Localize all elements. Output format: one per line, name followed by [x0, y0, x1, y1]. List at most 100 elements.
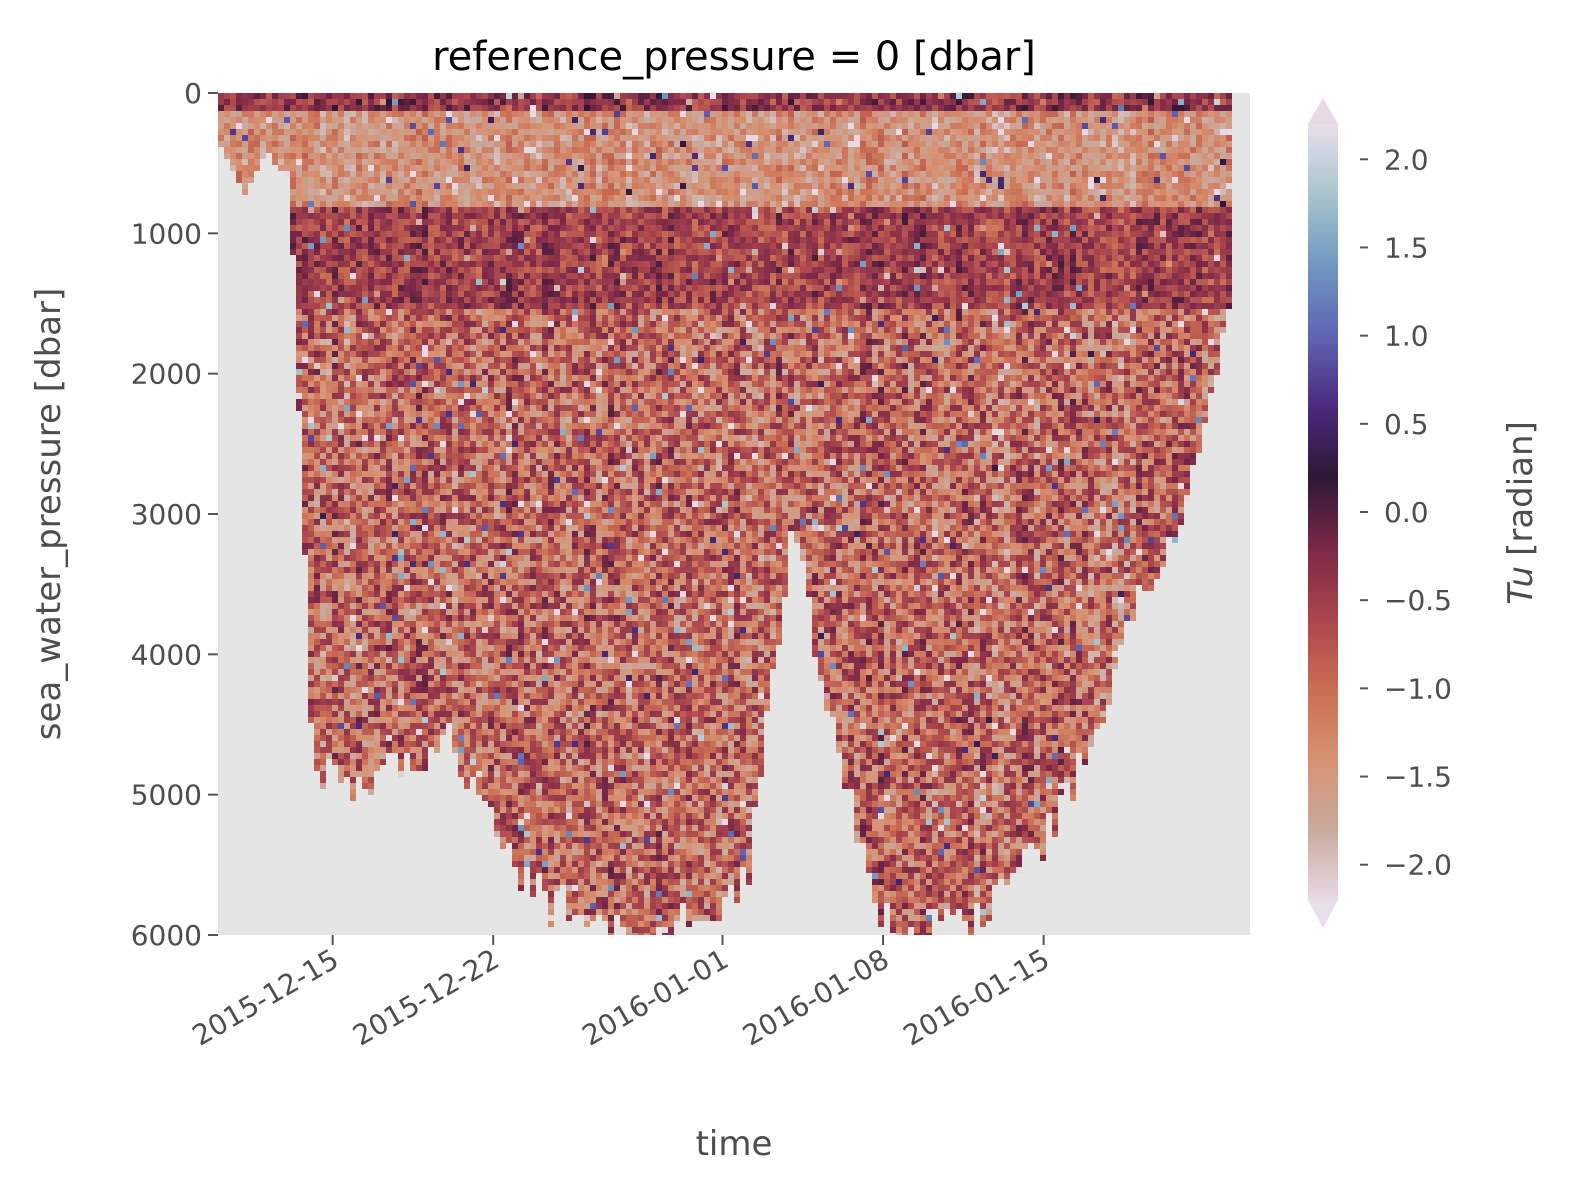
heatmap-cell	[488, 765, 494, 771]
heatmap-cell	[488, 741, 494, 747]
heatmap-cell	[518, 447, 524, 453]
heatmap-cell	[494, 801, 500, 807]
heatmap-cell	[452, 657, 458, 663]
heatmap-cell	[542, 183, 548, 189]
heatmap-cell	[416, 723, 422, 729]
heatmap-cell	[362, 195, 368, 201]
heatmap-cell	[350, 783, 356, 789]
heatmap-cell	[338, 189, 344, 195]
heatmap-cell	[356, 447, 362, 453]
heatmap-cell	[296, 183, 302, 189]
heatmap-cell	[410, 357, 416, 363]
heatmap-cell	[290, 231, 296, 237]
heatmap-cell	[488, 249, 494, 255]
heatmap-cell	[446, 93, 452, 99]
heatmap-cell	[494, 303, 500, 309]
heatmap-cell	[380, 519, 386, 525]
heatmap-cell	[356, 507, 362, 513]
heatmap-cell	[488, 579, 494, 585]
heatmap-cell	[440, 249, 446, 255]
heatmap-cell	[494, 519, 500, 525]
heatmap-cell	[482, 681, 488, 687]
heatmap-cell	[350, 489, 356, 495]
heatmap-cell	[368, 195, 374, 201]
heatmap-cell	[452, 309, 458, 315]
heatmap-cell	[524, 681, 530, 687]
heatmap-cell	[470, 771, 476, 777]
heatmap-cell	[446, 591, 452, 597]
heatmap-cell	[350, 591, 356, 597]
heatmap-cell	[320, 345, 326, 351]
heatmap-cell	[494, 807, 500, 813]
heatmap-cell	[440, 99, 446, 105]
heatmap-cell	[362, 531, 368, 537]
heatmap-cell	[434, 561, 440, 567]
heatmap-cell	[512, 669, 518, 675]
heatmap-cell	[512, 345, 518, 351]
heatmap-cell	[512, 483, 518, 489]
heatmap-cell	[284, 171, 290, 177]
heatmap-cell	[536, 183, 542, 189]
heatmap-cell	[488, 93, 494, 99]
heatmap-cell	[314, 153, 320, 159]
heatmap-cell	[506, 147, 512, 153]
heatmap-cell	[350, 297, 356, 303]
heatmap-cell	[464, 501, 470, 507]
heatmap-cell	[500, 405, 506, 411]
heatmap-cell	[446, 585, 452, 591]
heatmap-cell	[518, 489, 524, 495]
heatmap-cell	[314, 315, 320, 321]
heatmap-cell	[308, 549, 314, 555]
heatmap-cell	[398, 267, 404, 273]
heatmap-cell	[368, 225, 374, 231]
heatmap-cell	[434, 441, 440, 447]
heatmap-cell	[404, 723, 410, 729]
heatmap-cell	[368, 639, 374, 645]
heatmap-cell	[446, 117, 452, 123]
heatmap-cell	[464, 153, 470, 159]
heatmap-cell	[386, 453, 392, 459]
heatmap-cell	[536, 735, 542, 741]
heatmap-cell	[452, 609, 458, 615]
heatmap-cell	[542, 375, 548, 381]
heatmap-cell	[476, 375, 482, 381]
heatmap-cell	[530, 411, 536, 417]
heatmap-cell	[398, 645, 404, 651]
heatmap-cell	[392, 345, 398, 351]
heatmap-cell	[518, 501, 524, 507]
heatmap-cell	[260, 99, 266, 105]
heatmap-cell	[362, 273, 368, 279]
heatmap-cell	[422, 393, 428, 399]
heatmap-cell	[500, 399, 506, 405]
heatmap-cell	[512, 765, 518, 771]
heatmap-cell	[338, 603, 344, 609]
heatmap-cell	[404, 201, 410, 207]
heatmap-cell	[320, 99, 326, 105]
heatmap-cell	[488, 417, 494, 423]
heatmap-cell	[356, 405, 362, 411]
heatmap-cell	[344, 639, 350, 645]
heatmap-cell	[524, 723, 530, 729]
heatmap-cell	[524, 93, 530, 99]
heatmap-cell	[350, 675, 356, 681]
heatmap-cell	[356, 453, 362, 459]
heatmap-cell	[356, 693, 362, 699]
heatmap-cell	[518, 321, 524, 327]
heatmap-cell	[434, 117, 440, 123]
heatmap-cell	[488, 375, 494, 381]
heatmap-cell	[530, 363, 536, 369]
heatmap-cell	[332, 555, 338, 561]
heatmap-cell	[356, 249, 362, 255]
heatmap-cell	[530, 855, 536, 861]
heatmap-cell	[452, 687, 458, 693]
heatmap-cell	[392, 513, 398, 519]
heatmap-cell	[512, 651, 518, 657]
heatmap-cell	[440, 153, 446, 159]
heatmap-cell	[320, 513, 326, 519]
heatmap-cell	[512, 471, 518, 477]
heatmap-cell	[308, 465, 314, 471]
heatmap-cell	[518, 513, 524, 519]
heatmap-cell	[500, 801, 506, 807]
heatmap-cell	[524, 441, 530, 447]
heatmap-cell	[482, 597, 488, 603]
